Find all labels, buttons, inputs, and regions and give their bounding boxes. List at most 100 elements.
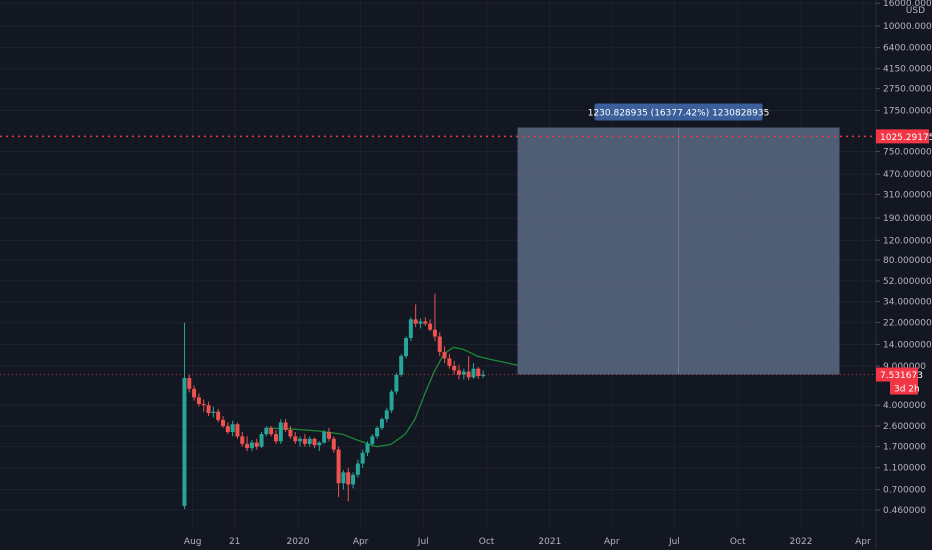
price-tick-label: 16000.000000 [883,0,932,9]
candle-body [302,438,307,444]
candle-body [437,336,442,352]
candle-up [461,368,466,380]
candle-up [355,459,360,478]
price-tick-label: 750.000000 [883,148,932,158]
candle-body [341,472,346,484]
candle-body [216,411,221,420]
candle-body [225,426,230,433]
candle-down [423,317,428,326]
candle-down [437,332,442,357]
candle-down [216,408,221,423]
candle-up [394,372,399,395]
candle-up [370,434,375,447]
time-tick-label: 2020 [287,537,310,547]
time-tick-label: Apr [855,537,871,547]
candle-body [240,436,245,444]
candle-body [476,368,481,377]
price-tick-label: 22.000000 [883,319,932,329]
price-tick-label: 4150.000000 [883,65,932,75]
candle-down [326,427,331,442]
time-tick-label: 2022 [790,537,813,547]
last-price-tag-text: 7.531673 [880,371,923,381]
time-tick-label: Apr [353,537,369,547]
candle-up [230,420,235,437]
candles [182,293,486,509]
candle-down [442,346,447,364]
candle-body [461,371,466,375]
time-tick-label: Aug [184,537,202,547]
candle-down [346,467,351,502]
currency-label: USD [906,6,925,16]
candle-body [355,463,360,475]
time-tick-label: 21 [229,537,240,547]
candle-up [278,419,283,444]
candle-up [341,470,346,490]
candle-down [336,446,341,498]
price-axis[interactable]: 16000.000000 10000.000000 6400.000000 4150.… [875,0,932,550]
last-price-tag [876,367,918,382]
candle-up [182,322,187,509]
candle-down [273,429,278,444]
candle-down [302,434,307,447]
candle-body [283,422,288,430]
candle-body [326,432,331,439]
candle-down [201,399,206,412]
horizontal-line[interactable] [0,135,875,376]
price-tick-label: 0.460000 [883,506,926,516]
candle-down [196,393,201,407]
candle-body [249,442,254,449]
candle-body [298,438,303,442]
candle-body [457,370,462,375]
time-tick-label: Apr [604,537,620,547]
projection-label: 1230.828935 (16377.42%) 1230828935 [588,109,770,119]
price-tick-label: 14.000000 [883,340,932,350]
countdown-tag [890,381,918,395]
candle-up [365,441,370,457]
candle-down [192,385,197,401]
candle-up [264,426,269,437]
time-tick-label: 2021 [538,537,561,547]
time-axis[interactable]: Aug 21 2020 Apr Jul Oct 2021 Apr Jul Oct 2022 Apr [184,537,871,547]
candle-down [293,432,298,444]
price-tick-label: 120.000000 [883,236,932,246]
candle-body [370,436,375,444]
candle-body [423,321,428,324]
countdown-tag-text: 3d 2h [894,385,920,395]
candle-body [278,422,283,442]
candle-body [211,411,216,414]
candle-body [182,378,187,506]
candle-body [245,443,250,449]
candle-up [360,449,365,468]
candle-down [187,374,192,393]
candle-body [322,432,327,443]
candle-down [283,419,288,433]
price-tick-label: 1.700000 [883,443,926,453]
projection-box[interactable]: 1230.828935 (16377.42%) 1230828935 [517,103,840,375]
candle-down [331,436,336,453]
candle-body [404,337,409,357]
price-tick-label: 52.000000 [883,277,932,287]
price-tick-label: 1750.000000 [883,106,932,116]
candle-body [346,472,351,485]
candle-up [404,336,409,359]
price-tick-label: 310.000000 [883,190,932,200]
candle-body [389,391,394,411]
candle-up [379,417,384,430]
candle-down [245,436,250,452]
candle-up [322,429,327,444]
candle-body [187,378,192,389]
time-tick-label: Jul [668,537,680,547]
candle-body [375,427,380,437]
candle-up [418,318,423,329]
candle-down [457,364,462,380]
candle-up [298,436,303,447]
candle-body [307,438,312,444]
candle-body [293,436,298,442]
candle-up [351,472,356,489]
hline-price-tag [876,129,929,144]
candle-down [452,360,457,375]
candle-body [481,374,486,377]
candle-body [384,410,389,420]
candle-up [389,389,394,414]
